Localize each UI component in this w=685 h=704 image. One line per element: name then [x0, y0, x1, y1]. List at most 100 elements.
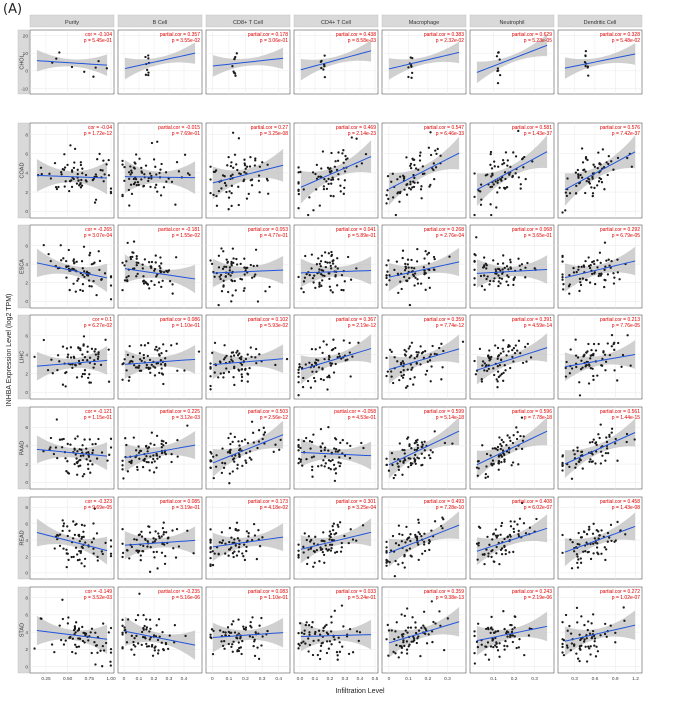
- data-point: [587, 74, 590, 77]
- data-point: [231, 65, 234, 68]
- data-point: [614, 442, 617, 445]
- data-point: [318, 283, 321, 286]
- data-point: [320, 167, 323, 170]
- data-point: [232, 354, 236, 357]
- data-point: [396, 462, 399, 465]
- data-point: [85, 447, 88, 450]
- data-point: [330, 621, 333, 624]
- data-point: [307, 624, 311, 627]
- data-point: [498, 642, 501, 645]
- data-point: [52, 452, 56, 456]
- data-point: [498, 58, 501, 61]
- data-point: [337, 352, 341, 355]
- trend-line: [476, 268, 548, 274]
- data-point: [304, 642, 307, 645]
- correlation-label: partial.cor = 0.503: [248, 409, 288, 415]
- data-point: [81, 273, 84, 277]
- data-point: [297, 445, 300, 449]
- data-point: [428, 268, 431, 272]
- data-point: [497, 51, 500, 54]
- data-point: [421, 172, 425, 176]
- data-point: [515, 646, 518, 650]
- data-point: [233, 383, 236, 387]
- data-point: [408, 345, 412, 348]
- data-point: [121, 646, 124, 649]
- correlation-label: partial.cor = 0.359: [424, 589, 464, 595]
- data-point: [241, 464, 244, 468]
- data-point: [439, 624, 442, 627]
- data-point: [499, 352, 502, 355]
- data-point: [217, 254, 221, 257]
- data-point: [473, 662, 477, 665]
- data-point: [524, 266, 527, 269]
- data-point: [483, 274, 486, 277]
- data-point: [331, 178, 335, 181]
- data-point: [147, 73, 150, 77]
- data-point: [209, 375, 212, 378]
- data-point: [217, 189, 221, 193]
- data-point: [148, 570, 152, 573]
- data-point: [499, 374, 502, 377]
- data-point: [262, 426, 265, 429]
- data-point: [232, 555, 235, 559]
- data-point: [225, 265, 228, 268]
- x-tick-label: 0.4: [181, 676, 188, 682]
- data-point: [74, 643, 77, 646]
- data-point: [233, 279, 236, 283]
- p-value-label: p = 6.02e-07: [524, 505, 552, 511]
- p-value-label: p = 6.46e-33: [436, 131, 464, 137]
- data-point: [227, 642, 230, 646]
- data-point: [327, 459, 331, 462]
- row-header-strip: [17, 122, 30, 219]
- data-point: [498, 276, 501, 280]
- data-point: [579, 561, 583, 564]
- data-point: [601, 454, 604, 457]
- x-tick-label: 0.1: [312, 676, 319, 682]
- data-point: [405, 183, 408, 186]
- data-point: [162, 444, 165, 447]
- data-point: [517, 529, 520, 533]
- correlation-label: partial.cor = -0.235: [158, 589, 200, 595]
- data-point: [81, 444, 84, 447]
- data-point: [244, 357, 248, 361]
- data-point: [77, 533, 81, 537]
- data-point: [604, 451, 608, 455]
- correlation-label: partial.cor = 0.086: [160, 317, 200, 323]
- data-point: [249, 263, 252, 267]
- data-point: [587, 363, 591, 366]
- data-point: [561, 273, 564, 276]
- data-point: [419, 188, 423, 191]
- data-point: [598, 436, 601, 440]
- data-point: [473, 652, 476, 655]
- data-point: [83, 372, 86, 376]
- data-point: [409, 363, 412, 366]
- data-point: [303, 632, 306, 636]
- data-point: [123, 165, 126, 169]
- data-point: [491, 172, 494, 175]
- data-point: [342, 625, 345, 628]
- correlation-label: partial.cor = -0.015: [158, 125, 200, 131]
- data-point: [274, 363, 277, 367]
- data-point: [155, 173, 158, 176]
- data-point: [162, 440, 165, 443]
- data-point: [616, 459, 619, 462]
- data-point: [491, 447, 494, 450]
- data-point: [408, 547, 412, 550]
- data-point: [496, 534, 500, 537]
- data-point: [405, 652, 409, 655]
- data-point: [217, 266, 221, 269]
- data-point: [613, 276, 616, 279]
- trend-line: [476, 625, 548, 642]
- data-point: [225, 258, 228, 261]
- data-point: [322, 459, 325, 462]
- data-point: [440, 342, 443, 345]
- trend-line: [212, 632, 284, 639]
- data-point: [397, 563, 400, 566]
- data-point: [616, 271, 619, 274]
- data-point: [355, 267, 358, 270]
- data-point: [323, 357, 326, 361]
- data-point: [403, 614, 407, 618]
- data-point: [438, 346, 441, 350]
